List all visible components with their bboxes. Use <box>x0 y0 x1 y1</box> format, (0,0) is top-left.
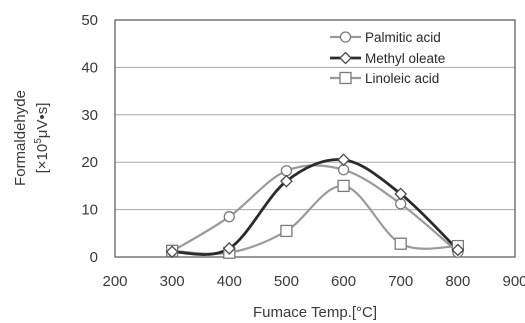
point-palmitic-acid-600 <box>337 164 350 176</box>
x-tick-label-300: 300 <box>160 273 185 290</box>
point-methyl-oleate-300 <box>165 245 179 259</box>
y-tick-labels: 0 10 20 30 40 50 <box>81 12 98 266</box>
y-axis-title-suffix: μV•s] <box>34 103 51 139</box>
series-line-palmitic-acid <box>171 164 459 254</box>
point-methyl-oleate-600 <box>337 153 350 167</box>
y-axis-title-exponent: 5 <box>33 138 44 144</box>
legend-item-linoleic-acid: Linoleic acid <box>330 71 439 86</box>
point-linoleic-acid-600 <box>337 179 350 193</box>
legend-item-palmitic-acid: Palmitic acid <box>330 30 441 45</box>
y-axis-title: Formaldehyde [×105μV•s] <box>12 90 51 186</box>
point-palmitic-acid-700 <box>395 198 407 210</box>
y-tick-label-0: 0 <box>90 249 98 266</box>
plot-frame <box>114 19 516 258</box>
x-tick-label-600: 600 <box>331 273 356 290</box>
point-methyl-oleate-700 <box>394 187 408 201</box>
point-methyl-oleate-800 <box>451 243 465 257</box>
x-tick-label-200: 200 <box>102 273 127 290</box>
series-line-linoleic-acid <box>172 184 458 255</box>
legend-label-linoleic-acid: Linoleic acid <box>365 71 439 86</box>
x-tick-label-900: 900 <box>502 273 525 290</box>
legend-marker-methyl-oleate <box>339 51 352 65</box>
x-tick-label-400: 400 <box>217 273 242 290</box>
y-tick-label-10: 10 <box>81 202 98 219</box>
y-tick-label-30: 30 <box>81 107 98 124</box>
x-tick-labels: 200 300 400 500 600 700 800 900 <box>102 273 525 290</box>
legend-marker-palmitic-acid <box>339 31 352 43</box>
x-tick-label-800: 800 <box>445 273 470 290</box>
grid-layer <box>115 66 515 211</box>
point-linoleic-acid-700 <box>394 237 407 250</box>
legend-label-methyl-oleate: Methyl oleate <box>365 51 445 66</box>
y-tick-label-40: 40 <box>81 59 98 76</box>
point-palmitic-acid-400 <box>223 211 235 223</box>
x-axis-title: Fumace Temp.[°C] <box>253 304 377 321</box>
series-line-methyl-oleate <box>172 158 459 256</box>
legend-marker-linoleic-acid <box>339 71 352 85</box>
legend: Palmitic acid Methyl oleate Linoleic aci… <box>330 30 445 86</box>
point-methyl-oleate-400 <box>222 242 236 255</box>
y-axis-title-line2: [×105μV•s] <box>33 103 51 174</box>
y-tick-label-50: 50 <box>81 12 98 29</box>
x-tick-label-700: 700 <box>388 273 413 290</box>
point-methyl-oleate-500 <box>280 174 293 188</box>
legend-item-methyl-oleate: Methyl oleate <box>330 51 445 66</box>
x-tick-label-500: 500 <box>274 273 299 290</box>
point-linoleic-acid-500 <box>280 224 293 238</box>
y-axis-title-line1: Formaldehyde <box>12 90 29 186</box>
y-tick-label-20: 20 <box>81 154 98 171</box>
point-palmitic-acid-500 <box>280 165 293 177</box>
series-layer <box>165 153 465 259</box>
y-axis-title-prefix: [×10 <box>34 144 51 174</box>
legend-label-palmitic-acid: Palmitic acid <box>365 30 441 45</box>
